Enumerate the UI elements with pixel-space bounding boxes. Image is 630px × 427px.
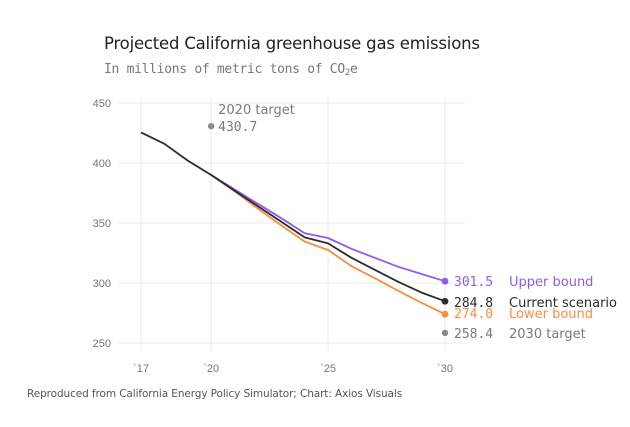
series-lines xyxy=(140,131,446,316)
series-endpoints xyxy=(207,122,449,337)
y-tick-label: 250 xyxy=(93,338,111,350)
series-label-upper-bound: Upper bound xyxy=(509,275,593,290)
value-label-current-scenario: 284.8 xyxy=(454,296,493,311)
y-tick-label: 350 xyxy=(93,218,111,230)
x-tick-label: `30 xyxy=(437,363,453,375)
annotations: 301.5 Upper bound 274.0 Lower bound 284.8 Cur… xyxy=(218,103,617,342)
target-value-2020-target: 430.7 xyxy=(218,120,257,135)
y-tick-label: 400 xyxy=(93,158,111,170)
line-upper-bound xyxy=(210,174,446,283)
subtitle-prefix: In millions of metric tons of CO xyxy=(104,62,345,77)
subtitle-suffix: e xyxy=(349,62,358,77)
target-value-2030-target: 258.4 xyxy=(454,327,493,342)
x-axis: `17 `20 `25 `30 xyxy=(133,363,453,375)
target-name-2030-target: 2030 target xyxy=(509,327,586,342)
endpoint-upper-bound xyxy=(441,277,449,285)
x-tick-label: `20 xyxy=(203,363,219,375)
target-name-2020-target: 2020 target xyxy=(218,103,295,118)
target-point-2030-target xyxy=(441,329,449,337)
chart-title: Projected California greenhouse gas emis… xyxy=(104,34,480,53)
line-current-scenario xyxy=(140,131,446,303)
value-label-upper-bound: 301.5 xyxy=(454,275,493,290)
y-axis: 450 400 350 300 250 xyxy=(93,98,111,350)
value-label-lower-bound: 274.0 xyxy=(454,307,493,322)
source-note: Reproduced from California Energy Policy… xyxy=(27,388,403,400)
endpoint-lower-bound xyxy=(441,310,449,318)
gridlines xyxy=(118,97,465,351)
series-label-current-scenario: Current scenario xyxy=(509,296,617,311)
x-tick-label: `25 xyxy=(320,363,336,375)
y-tick-label: 450 xyxy=(93,98,111,110)
target-point-2020-target xyxy=(207,122,215,130)
x-tick-label: `17 xyxy=(133,363,149,375)
line-lower-bound xyxy=(210,174,446,316)
endpoint-current-scenario xyxy=(441,297,449,305)
subtitle-subscript: 2 xyxy=(344,68,350,78)
series-label-lower-bound: Lower bound xyxy=(509,307,593,322)
chart-subtitle: In millions of metric tons of CO2e xyxy=(104,62,358,78)
y-tick-label: 300 xyxy=(93,278,111,290)
